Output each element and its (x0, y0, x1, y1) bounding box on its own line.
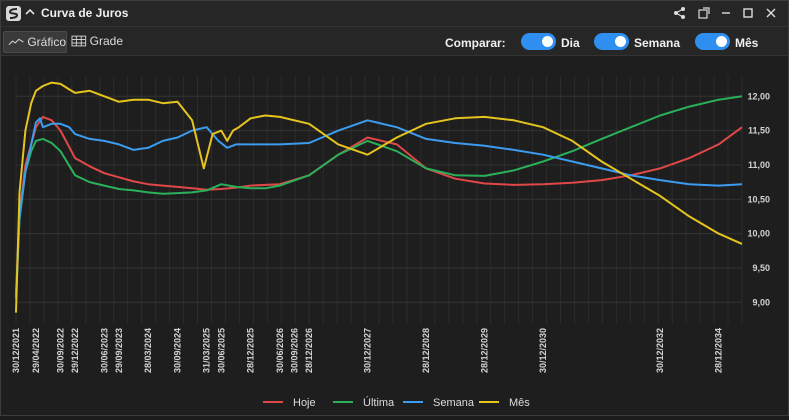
toggle-mes-label: Mês (735, 36, 759, 50)
x-tick-label: 28/12/2034 (714, 328, 724, 373)
line-chart-icon (8, 38, 24, 46)
series-line-Hoje (15, 115, 743, 293)
toggle-dia[interactable] (521, 33, 556, 50)
x-tick-label: 30/12/2032 (655, 328, 665, 373)
legend-item[interactable]: Semana (403, 397, 475, 409)
x-tick-label: 30/06/2025 (216, 328, 226, 373)
y-tick-label: 10,50 (747, 194, 770, 204)
y-tick-label: 9,00 (752, 297, 770, 307)
tab-grid[interactable]: Grade (67, 31, 123, 51)
app-logo-icon (6, 6, 21, 21)
close-icon[interactable] (763, 5, 779, 21)
tab-grid-label: Grade (89, 34, 123, 48)
popout-icon[interactable] (696, 5, 712, 21)
x-tick-label: 31/03/2025 (202, 328, 212, 373)
x-tick-label: 29/09/2023 (114, 328, 124, 373)
legend-label: Última (363, 396, 395, 409)
x-tick-label: 28/03/2024 (143, 328, 153, 373)
y-tick-label: 10,00 (747, 229, 770, 239)
maximize-icon[interactable] (740, 5, 756, 21)
chart-toolbar: Gráfico Grade Comparar: Dia Semana Mês (1, 27, 788, 56)
legend-item[interactable]: Última (333, 396, 395, 409)
x-tick-label: 30/09/2026 (290, 328, 300, 373)
y-tick-label: 12,00 (747, 91, 770, 101)
minimize-icon[interactable] (718, 5, 734, 21)
tab-chart[interactable]: Gráfico (3, 31, 67, 53)
x-tick-label: 30/12/2030 (538, 328, 548, 373)
x-tick-label: 30/09/2022 (56, 328, 66, 373)
legend-label: Hoje (293, 397, 316, 409)
x-tick-label: 28/12/2025 (246, 328, 256, 373)
title-bar: Curva de Juros (1, 1, 788, 27)
toggle-semana-label: Semana (634, 36, 681, 50)
y-tick-label: 11,50 (748, 126, 770, 136)
x-tick-label: 28/12/2026 (304, 328, 314, 373)
legend-label: Semana (433, 397, 475, 409)
x-tick-label: 30/06/2026 (275, 328, 285, 373)
toggle-dia-label: Dia (561, 36, 580, 50)
share-icon[interactable] (672, 5, 688, 21)
x-tick-label: 30/12/2021 (11, 328, 21, 373)
toggle-semana[interactable] (594, 33, 629, 50)
x-tick-label: 30/06/2023 (99, 328, 109, 373)
series-line-Última (15, 95, 743, 299)
grid-icon (71, 35, 87, 47)
x-tick-label: 29/12/2022 (70, 328, 80, 373)
x-tick-label: 28/12/2028 (421, 328, 431, 373)
y-tick-label: 9,50 (752, 263, 770, 273)
chevron-up-icon[interactable] (24, 5, 36, 19)
window-title: Curva de Juros (41, 6, 129, 20)
toggle-mes[interactable] (695, 33, 730, 50)
legend-item[interactable]: Hoje (263, 397, 316, 409)
series-line-Semana (15, 117, 743, 296)
x-tick-label: 30/12/2027 (363, 328, 373, 373)
chart-svg: 9,00 9,50 10,00 10,50 11,00 11,50 12,00 30/12/… (11, 76, 770, 409)
compare-label: Comparar: (445, 36, 506, 50)
yield-curve-chart: 9,00 9,50 10,00 10,50 11,00 11,50 12,00 30/12/… (1, 56, 788, 415)
x-tick-label: 28/12/2029 (480, 328, 490, 373)
legend-label: Mês (509, 397, 530, 409)
x-tick-label: 29/04/2022 (31, 328, 41, 373)
y-tick-label: 11,00 (748, 160, 770, 170)
tab-chart-label: Gráfico (27, 35, 66, 49)
x-tick-label: 30/09/2024 (173, 328, 183, 373)
legend-item[interactable]: Mês (479, 397, 530, 409)
series-line-Mês (15, 81, 743, 313)
